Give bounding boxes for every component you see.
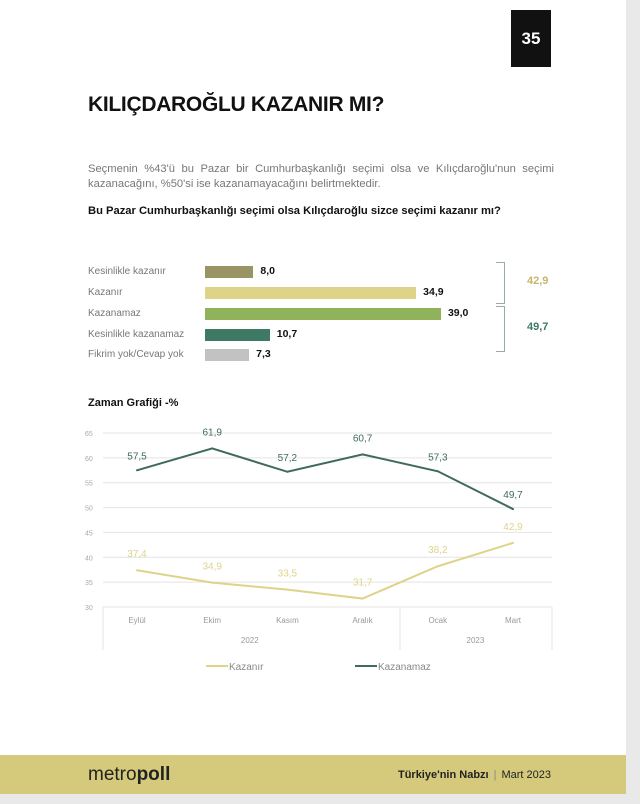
data-point <box>286 588 289 591</box>
group-total: 42,9 <box>527 275 549 287</box>
data-label: 37,4 <box>127 549 147 560</box>
y-tick-label: 45 <box>85 530 93 537</box>
bar-value-label: 34,9 <box>423 286 444 298</box>
metropoll-logo: metropoll <box>88 764 170 786</box>
data-label: 57,2 <box>278 453 298 464</box>
publication-date: Mart 2023 <box>501 769 551 781</box>
x-tick-label: Mart <box>505 616 522 625</box>
data-point <box>136 569 138 572</box>
data-point <box>211 447 214 450</box>
data-point <box>361 453 364 456</box>
x-tick-label: Kasım <box>276 616 299 625</box>
separator: | <box>493 769 497 781</box>
footer-text: Türkiye'nin Nabzı | Mart 2023 <box>398 769 551 781</box>
survey-question: Bu Pazar Cumhurbaşkanlığı seçimi olsa Kı… <box>88 205 501 217</box>
bar <box>205 308 441 320</box>
bar <box>205 329 270 341</box>
page-number: 35 <box>511 10 551 67</box>
data-point <box>436 565 439 568</box>
bar-label: Fikrim yok/Cevap yok <box>88 349 184 360</box>
year-label: 2023 <box>467 636 485 645</box>
data-label: 61,9 <box>202 427 222 438</box>
data-point <box>512 508 514 511</box>
page-title: KILIÇDAROĞLU KAZANIR MI? <box>88 93 385 116</box>
line-chart: 30 35 40 45 50 55 60 65 Eylül Ekim Kasım Aralık Ocak… <box>85 427 553 673</box>
footer: metropoll Türkiye'nin Nabzı | Mart 2023 <box>0 755 626 794</box>
logo-bold: poll <box>136 764 171 785</box>
y-tick-label: 40 <box>85 555 93 562</box>
y-tick-label: 60 <box>85 456 93 463</box>
line-chart-title: Zaman Grafiği -% <box>88 397 179 409</box>
data-point <box>361 597 364 600</box>
data-label: 57,3 <box>428 452 448 463</box>
series-line-kazanamaz <box>136 447 514 510</box>
report-page: 35 KILIÇDAROĞLU KAZANIR MI? Seçmenin %43… <box>0 0 626 794</box>
data-label: 57,5 <box>127 451 147 462</box>
bar <box>205 266 254 278</box>
group-bracket <box>496 306 505 352</box>
x-tick-label: Eylül <box>128 616 146 625</box>
data-point <box>286 470 289 473</box>
x-tick-label: Ekim <box>203 616 221 625</box>
data-label: 31,7 <box>353 578 373 589</box>
data-point <box>211 581 214 584</box>
y-tick-label: 30 <box>85 605 93 612</box>
y-tick-label: 35 <box>85 580 93 587</box>
y-tick-label: 65 <box>85 431 93 438</box>
y-tick-label: 55 <box>85 481 93 488</box>
data-label: 34,9 <box>202 562 222 573</box>
bar-label: Kazanamaz <box>88 308 141 319</box>
bar-label: Kesinlikle kazanamaz <box>88 329 185 340</box>
bar-label: Kesinlikle kazanır <box>88 266 166 277</box>
group-total: 49,7 <box>527 321 549 333</box>
legend-label: Kazanamaz <box>378 662 431 673</box>
data-point <box>512 541 514 544</box>
bar-value-label: 8,0 <box>260 265 275 277</box>
data-label: 60,7 <box>353 433 373 444</box>
summary-paragraph: Seçmenin %43'ü bu Pazar bir Cumhurbaşkan… <box>88 163 554 190</box>
data-label: 33,5 <box>278 569 298 580</box>
bar-value-label: 10,7 <box>276 328 298 340</box>
bar-value-label: 7,3 <box>256 348 271 360</box>
series-line-kazanır <box>136 541 514 600</box>
year-label: 2022 <box>241 636 259 645</box>
publication-name: Türkiye'nin Nabzı <box>397 769 489 781</box>
x-tick-label: Aralık <box>352 616 373 625</box>
legend-label: Kazanır <box>229 662 264 673</box>
data-label: 49,7 <box>503 490 523 501</box>
x-tick-label: Ocak <box>428 616 448 625</box>
bar <box>205 349 250 361</box>
bar-value-label: 39,0 <box>447 307 469 319</box>
bar-label: Kazanır <box>88 287 123 298</box>
logo-light: metro <box>88 764 137 785</box>
data-point <box>436 470 439 473</box>
data-label: 38,2 <box>428 545 448 556</box>
bar <box>205 287 417 299</box>
data-label: 42,9 <box>503 522 523 533</box>
data-point <box>136 469 138 472</box>
group-bracket <box>496 262 505 304</box>
y-tick-label: 50 <box>85 506 93 513</box>
